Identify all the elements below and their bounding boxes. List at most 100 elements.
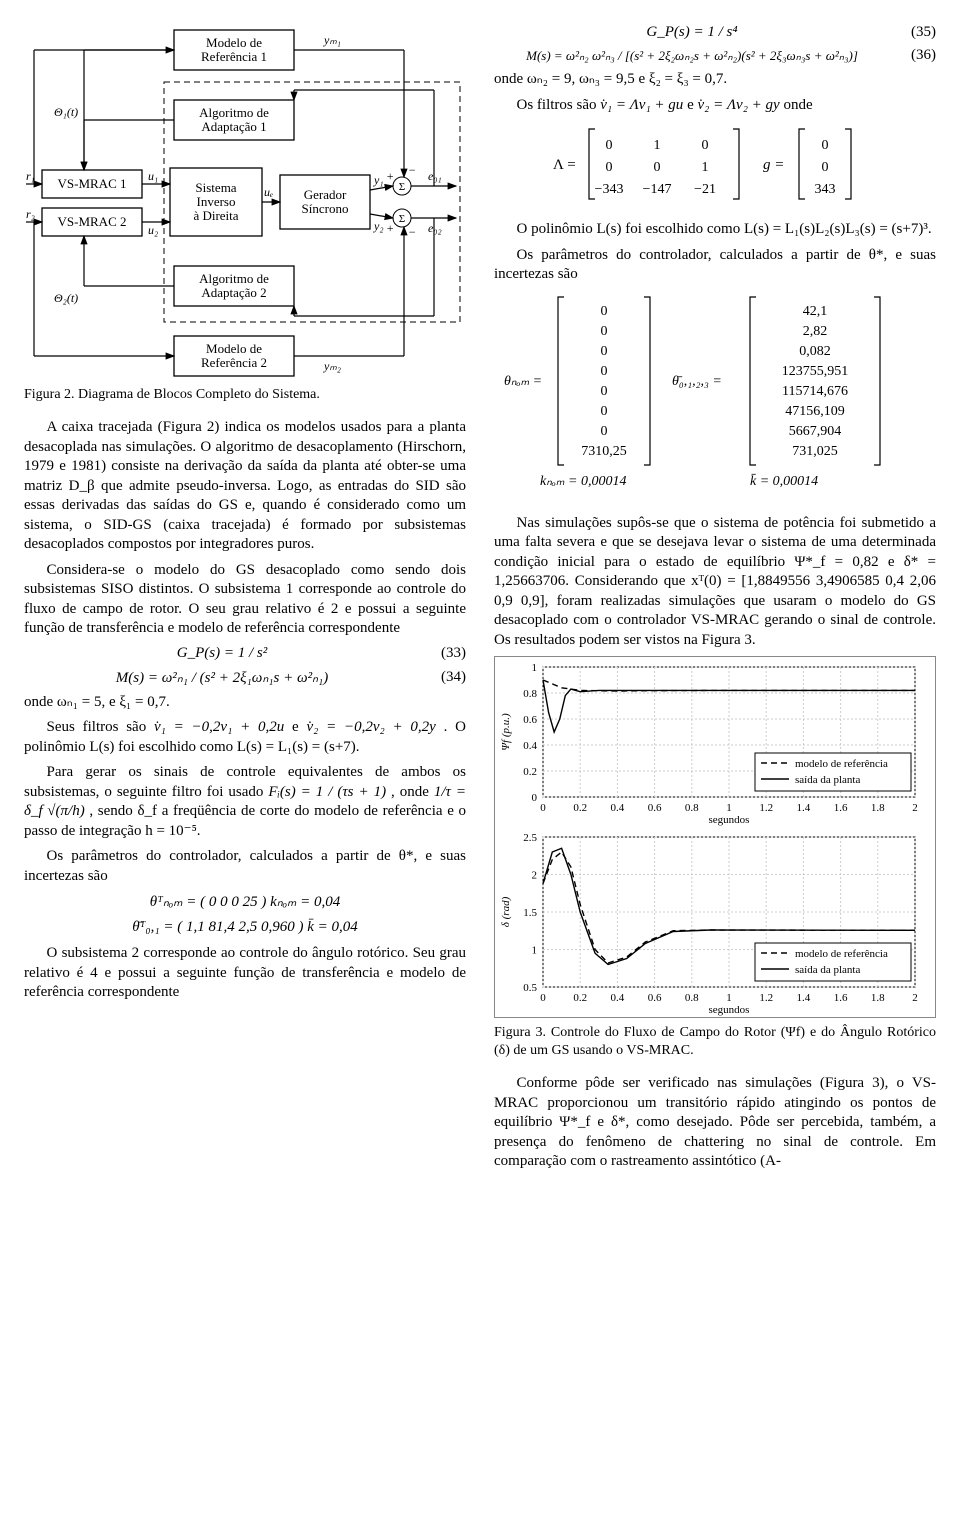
- svg-text:Algoritmo de: Algoritmo de: [199, 105, 269, 120]
- equation-34: M(s) = ω²ₙ₁ / (s² + 2ξ₁ωₙ₁s + ω²ₙ₁): [24, 668, 420, 687]
- svg-text:θ̄₀,₁,₂,₃ =: θ̄₀,₁,₂,₃ =: [672, 374, 722, 389]
- svg-text:θₙₒₘ =: θₙₒₘ =: [504, 374, 542, 389]
- svg-text:Algoritmo de: Algoritmo de: [199, 271, 269, 286]
- equation-35: G_P(s) = 1 / s⁴: [494, 24, 890, 41]
- svg-text:VS-MRAC 2: VS-MRAC 2: [58, 214, 127, 229]
- svg-text:−: −: [408, 163, 416, 177]
- svg-text:y₂: y₂: [373, 219, 384, 233]
- svg-text:1.5: 1.5: [523, 907, 537, 919]
- svg-text:0.8: 0.8: [685, 802, 699, 814]
- left-p1: A caixa tracejada (Figura 2) indica os m…: [24, 418, 466, 555]
- left-p5: Para gerar os sinais de controle equival…: [24, 763, 466, 841]
- svg-text:u₂: u₂: [148, 223, 158, 237]
- svg-text:−147: −147: [643, 182, 672, 197]
- svg-text:0: 0: [601, 324, 608, 339]
- svg-text:0: 0: [540, 802, 546, 814]
- right-p1: onde ωₙ₂ = 9, ωₙ₃ = 9,5 e ξ₂ = ξ₃ = 0,7.: [494, 70, 936, 90]
- right-p2: Os filtros são v̇₁ = Λv₁ + gu e v̇₂ = Λv…: [494, 96, 936, 116]
- svg-text:0.6: 0.6: [648, 802, 662, 814]
- svg-text:343: 343: [815, 182, 836, 197]
- svg-text:0.4: 0.4: [611, 992, 625, 1004]
- left-column: Modelo deReferência 1Algoritmo deAdaptaç…: [24, 20, 466, 1178]
- svg-text:0: 0: [601, 344, 608, 359]
- chart-psi-f: 00.20.40.60.811.21.41.61.8200.20.40.60.8…: [495, 657, 935, 827]
- right-column: G_P(s) = 1 / s⁴ (35) M(s) = ω²ₙ₂ ω²ₙ₃ / …: [494, 20, 936, 1178]
- svg-text:2: 2: [532, 870, 538, 882]
- svg-text:0: 0: [601, 364, 608, 379]
- svg-text:1.4: 1.4: [797, 992, 811, 1004]
- svg-text:0: 0: [702, 138, 709, 153]
- svg-text:0.8: 0.8: [685, 992, 699, 1004]
- svg-text:segundos: segundos: [709, 1004, 750, 1016]
- r-p2b: e: [687, 97, 697, 113]
- equation-36: M(s) = ω²ₙ₂ ω²ₙ₃ / [(s² + 2ξ₂ωₙ₂s + ω²ₙ₂…: [494, 48, 890, 64]
- svg-text:115714,676: 115714,676: [782, 384, 848, 399]
- svg-text:0.2: 0.2: [573, 802, 587, 814]
- svg-text:0: 0: [532, 792, 538, 804]
- svg-text:Θ₂(t): Θ₂(t): [54, 291, 78, 305]
- svg-text:y₁: y₁: [373, 173, 384, 187]
- svg-text:−21: −21: [694, 182, 716, 197]
- equation-33: G_P(s) = 1 / s²: [24, 645, 420, 662]
- theta-vectors: θₙₒₘ =00000007310,25θ̄₀,₁,₂,₃ =42,12,820…: [494, 291, 936, 506]
- theta-bar-eq: θ̄ᵀ₀,₁ = ( 1,1 81,4 2,5 0,960 ) k̄ = 0,0…: [24, 919, 466, 936]
- svg-text:1: 1: [726, 992, 732, 1004]
- figure-3-chart-panel: 00.20.40.60.811.21.41.61.8200.20.40.60.8…: [494, 656, 936, 1018]
- svg-text:Λ =: Λ =: [553, 157, 576, 173]
- svg-text:Σ: Σ: [399, 181, 405, 193]
- equation-35-number: (35): [890, 24, 936, 41]
- block-diagram-figure-2: Modelo deReferência 1Algoritmo deAdaptaç…: [24, 20, 466, 380]
- right-p4: Os parâmetros do controlador, calculados…: [494, 246, 936, 285]
- svg-text:−343: −343: [595, 182, 624, 197]
- svg-text:Σ: Σ: [399, 213, 405, 225]
- filter-2-eq: v̇₂ = −0,2v₂ + 0,2y: [306, 719, 435, 735]
- svg-text:à Direita: à Direita: [193, 208, 238, 223]
- svg-text:k̄ = 0,00014: k̄ = 0,00014: [750, 473, 818, 489]
- svg-text:Sistema: Sistema: [195, 180, 236, 195]
- svg-text:Referência 1: Referência 1: [201, 49, 267, 64]
- svg-text:yₘ₁: yₘ₁: [323, 33, 341, 47]
- r-p2a: Os filtros são: [517, 97, 601, 113]
- p4a: Seus filtros são: [47, 719, 155, 735]
- r-p2c: onde: [783, 97, 812, 113]
- svg-text:+: +: [386, 169, 394, 183]
- svg-text:0.2: 0.2: [523, 766, 537, 778]
- svg-text:0.5: 0.5: [523, 982, 537, 994]
- svg-text:0,082: 0,082: [799, 344, 831, 359]
- svg-text:u₁: u₁: [148, 169, 158, 183]
- svg-text:−: −: [408, 225, 416, 239]
- svg-text:0.4: 0.4: [523, 740, 537, 752]
- svg-text:uₑ: uₑ: [264, 185, 273, 199]
- equation-34-number: (34): [420, 669, 466, 686]
- svg-text:2,82: 2,82: [803, 324, 828, 339]
- svg-text:Síncrono: Síncrono: [302, 201, 349, 216]
- svg-text:1.2: 1.2: [759, 802, 773, 814]
- svg-text:1.4: 1.4: [797, 802, 811, 814]
- svg-text:e₀₁: e₀₁: [428, 169, 442, 183]
- equation-36-number: (36): [890, 47, 936, 64]
- svg-text:segundos: segundos: [709, 814, 750, 826]
- svg-text:5667,904: 5667,904: [789, 424, 842, 439]
- left-p4: Seus filtros são v̇₁ = −0,2v₁ + 0,2u e v…: [24, 718, 466, 757]
- theta-nom-eq: θᵀₙₒₘ = ( 0 0 0 25 ) kₙₒₘ = 0,04: [24, 892, 466, 911]
- svg-text:kₙₒₘ = 0,00014: kₙₒₘ = 0,00014: [540, 474, 626, 489]
- svg-text:2: 2: [912, 992, 918, 1004]
- svg-text:42,1: 42,1: [803, 304, 828, 319]
- svg-text:123755,951: 123755,951: [782, 364, 849, 379]
- figure-2-caption: Figura 2. Diagrama de Blocos Completo do…: [24, 386, 466, 404]
- Fi-eq: Fᵢ(s) = 1 / (τs + 1): [268, 784, 386, 800]
- svg-text:+: +: [386, 221, 394, 235]
- svg-text:0: 0: [601, 384, 608, 399]
- left-p3: onde ωₙ₁ = 5, e ξ₁ = 0,7.: [24, 693, 466, 713]
- p5c: , sendo δ_f a freqüência de corte do mod…: [24, 803, 466, 839]
- svg-text:1.6: 1.6: [834, 802, 848, 814]
- svg-text:0.4: 0.4: [611, 802, 625, 814]
- svg-text:0.8: 0.8: [523, 688, 537, 700]
- right-p3: O polinômio L(s) foi escolhido como L(s)…: [494, 220, 936, 240]
- svg-text:0: 0: [606, 160, 613, 175]
- left-p2: Considera-se o modelo do GS desacoplado …: [24, 561, 466, 639]
- svg-text:0: 0: [601, 304, 608, 319]
- svg-text:g =: g =: [763, 157, 784, 173]
- svg-text:1.2: 1.2: [759, 992, 773, 1004]
- p4b: e: [292, 719, 306, 735]
